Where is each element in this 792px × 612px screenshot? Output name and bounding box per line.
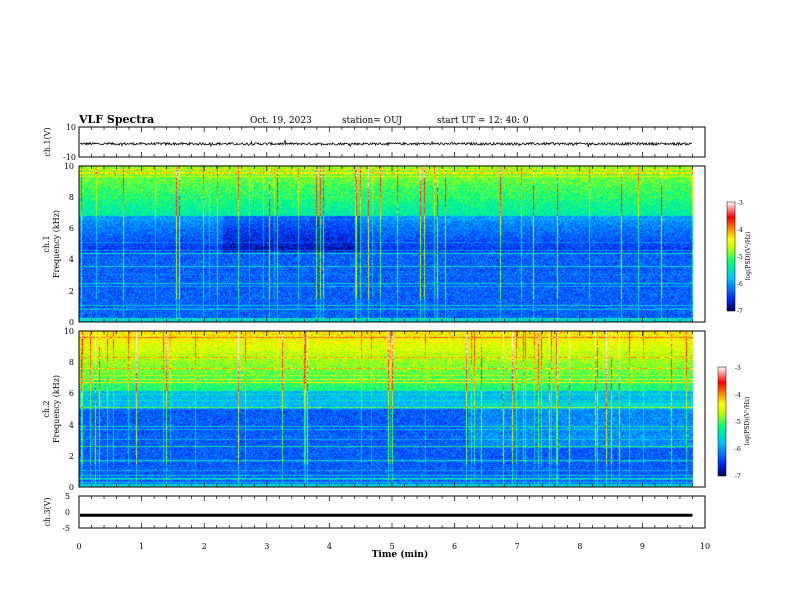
ch1-ytick-0: 0 (69, 318, 74, 327)
ch1-waveform-ticks (78, 127, 706, 157)
ch2-colorbar: -3 -4 -5 -6 -7 log(PSD)(V²/Hz) (717, 365, 751, 480)
ch1-spectrogram-ticks (78, 166, 706, 322)
ch1-waveform-trace (79, 139, 693, 148)
ch1-cb-tick-m4: -4 (737, 227, 743, 234)
ch2-ytick-4: 4 (69, 421, 74, 430)
ch1-ytick-4: 4 (69, 255, 74, 264)
time-axis-tick-labels: 0 1 2 3 4 5 6 7 8 9 10 (76, 542, 710, 551)
ch2-cb-tick-m5: -5 (735, 419, 741, 426)
ch1-ytick-8: 8 (69, 193, 74, 202)
ch1-colorbar: -3 -4 -5 -6 -7 log(PSD)(V²/Hz) (726, 200, 752, 315)
ch1-spectrogram-panel: 10 8 6 4 2 0 ch.1 Frequency (kHz) (42, 162, 706, 327)
ch1-waveform-panel: 10 -10 ch.1(V) (43, 123, 706, 162)
ch2-ytick-0: 0 (69, 483, 74, 492)
ch1-spectrogram-ylabel-line1: ch.1 (42, 235, 51, 252)
ch2-colorbar-label: log(PSD)(V²/Hz) (744, 397, 751, 446)
ch2-spectrogram-image (79, 331, 705, 487)
ch3-ytick-m5: -5 (62, 524, 70, 533)
ch2-colorbar-bar (717, 366, 727, 477)
ch3-ytick-0: 0 (65, 508, 70, 517)
ch3-ytick-5: 5 (65, 492, 70, 501)
ch1-spectrogram-ylabel-line2: Frequency (kHz) (52, 210, 61, 278)
time-axis-label: Time (min) (372, 549, 429, 560)
ch2-cb-tick-m4: -4 (735, 392, 741, 399)
time-tick-label-6: 6 (452, 542, 457, 551)
time-tick-label-5: 5 (389, 542, 394, 551)
ch2-ytick-6: 6 (69, 389, 74, 398)
ch1-cb-tick-m7: -7 (737, 308, 743, 315)
time-tick-label-9: 9 (640, 542, 645, 551)
ch2-cb-tick-m7: -7 (735, 473, 741, 480)
ch1-waveform-ytick-top: 10 (66, 123, 76, 132)
ch1-waveform-ytick-bottom: -10 (63, 153, 76, 162)
ch1-ytick-2: 2 (69, 287, 74, 296)
ch1-ytick-10: 10 (64, 162, 74, 171)
ch2-spectrogram-ticks (78, 331, 706, 487)
ch1-cb-tick-m3: -3 (737, 200, 743, 207)
ch3-waveform-ylabel: ch.3(V) (43, 497, 52, 526)
time-tick-label-3: 3 (264, 542, 269, 551)
figure-station: station= OUJ (342, 116, 402, 126)
ch2-ytick-10: 10 (64, 327, 74, 336)
ch2-spectrogram-panel: 10 8 6 4 2 0 ch.2 Frequency (kHz) (42, 327, 706, 492)
figure-title: VLF Spectra (78, 113, 154, 126)
time-tick-label-8: 8 (577, 542, 582, 551)
ch2-spectrogram-ylabel-line2: Frequency (kHz) (52, 375, 61, 443)
time-tick-label-7: 7 (515, 542, 520, 551)
ch1-colorbar-bar (726, 201, 736, 312)
ch1-spectrogram-ytick-labels: 10 8 6 4 2 0 (64, 162, 74, 327)
ch3-waveform-ticks (78, 496, 706, 528)
time-tick-label-1: 1 (139, 542, 144, 551)
time-tick-label-0: 0 (76, 542, 81, 551)
ch1-cb-tick-m6: -6 (737, 281, 743, 288)
ch2-ytick-2: 2 (69, 452, 74, 461)
figure-start-time: start UT = 12: 40: 0 (437, 116, 529, 126)
ch1-spectrogram-image (79, 166, 705, 322)
time-tick-label-2: 2 (202, 542, 207, 551)
figure-date: Oct. 19, 2023 (250, 116, 312, 126)
time-tick-label-4: 4 (327, 542, 332, 551)
time-tick-label-10: 10 (700, 542, 710, 551)
ch2-spectrogram-ytick-labels: 10 8 6 4 2 0 (64, 327, 74, 492)
ch1-colorbar-label: log(PSD)(V²/Hz) (745, 232, 752, 281)
ch1-waveform-ylabel: ch.1(V) (43, 127, 52, 156)
ch1-cb-tick-m5: -5 (737, 254, 743, 261)
ch3-waveform-panel: 5 0 -5 ch.3(V) (43, 492, 706, 533)
ch2-cb-tick-m6: -6 (735, 446, 741, 453)
ch2-ytick-8: 8 (69, 358, 74, 367)
ch1-ytick-6: 6 (69, 224, 74, 233)
ch2-spectrogram-ylabel-line1: ch.2 (42, 400, 51, 417)
ch2-cb-tick-m3: -3 (735, 365, 741, 372)
